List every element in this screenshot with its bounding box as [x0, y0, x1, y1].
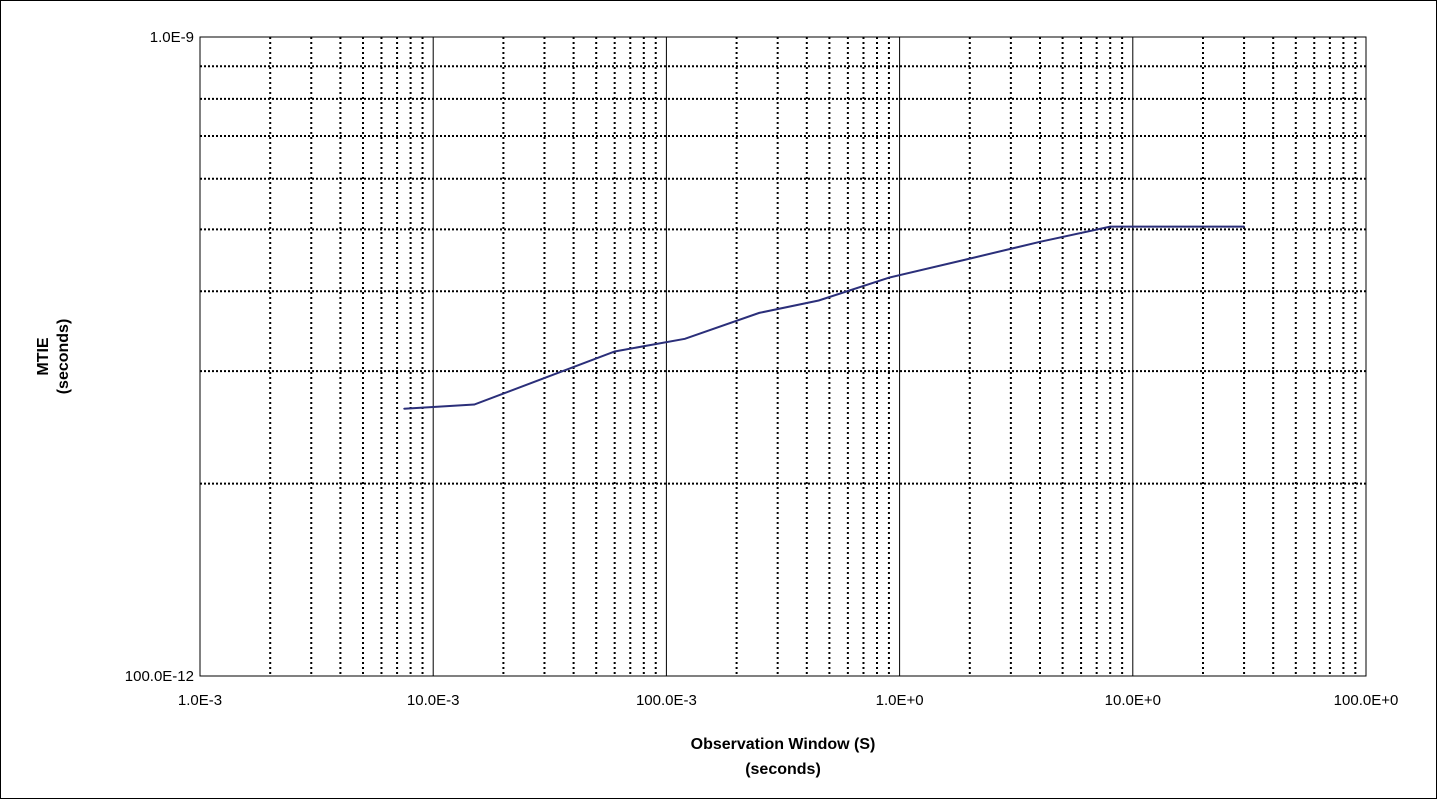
series-point — [684, 338, 686, 340]
x-tick-label: 100.0E+0 — [1334, 692, 1399, 709]
y-axis-units: (seconds) — [55, 319, 72, 395]
x-tick-label: 1.0E+0 — [876, 692, 924, 709]
series-point — [758, 312, 760, 314]
x-axis-title: Observation Window (S) — [691, 736, 876, 753]
series-point — [817, 299, 820, 302]
x-tick-label: 100.0E-3 — [636, 692, 697, 709]
mtie-series-line — [404, 225, 1245, 410]
series-point — [1109, 225, 1112, 228]
series-point — [1039, 241, 1041, 243]
series-point — [969, 257, 971, 260]
x-tick-label: 10.0E-3 — [407, 692, 460, 709]
series-point — [613, 350, 616, 353]
x-tick-label: 1.0E-3 — [178, 692, 222, 709]
series-point — [403, 407, 405, 410]
series-point — [1243, 225, 1245, 228]
x-tick-label: 10.0E+0 — [1105, 692, 1161, 709]
series-point — [888, 276, 890, 279]
x-tick-labels: 1.0E-3 10.0E-3 100.0E-3 1.0E+0 10.0E+0 100.0E… — [178, 692, 1398, 709]
y-tick-labels: 100.0E-12 1.0E-9 — [125, 29, 194, 685]
series-points — [403, 225, 1245, 410]
series-point — [473, 403, 476, 406]
plot-area — [199, 36, 1367, 677]
x-axis-units: (seconds) — [745, 761, 821, 778]
y-tick-label: 100.0E-12 — [125, 668, 194, 685]
grid-lines — [200, 37, 1366, 676]
y-tick-label: 1.0E-9 — [150, 29, 194, 46]
y-axis-title: MTIE — [35, 337, 52, 376]
